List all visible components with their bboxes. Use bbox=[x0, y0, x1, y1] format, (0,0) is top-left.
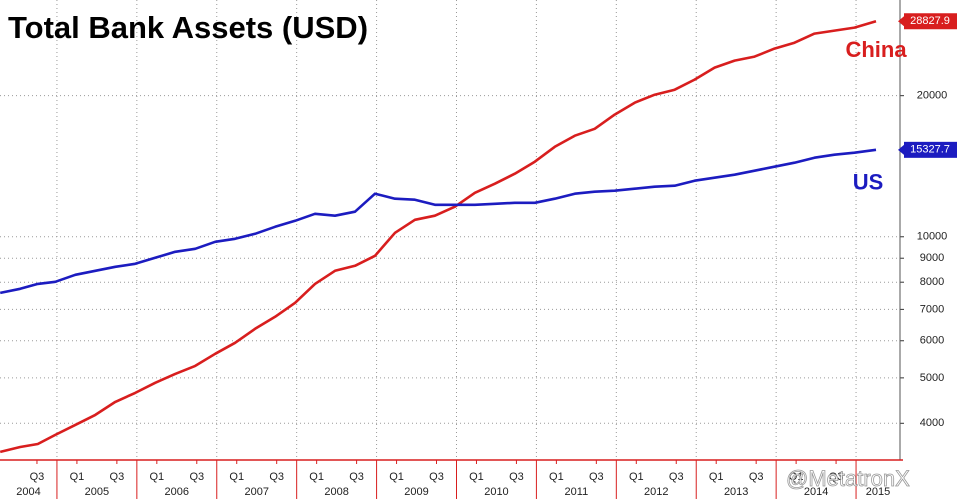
last-value-pointer bbox=[898, 144, 904, 155]
year-label: 2015 bbox=[866, 486, 890, 498]
x-tick-label: Q3 bbox=[829, 471, 844, 483]
year-label: 2013 bbox=[724, 486, 748, 498]
x-tick-label: Q3 bbox=[429, 471, 444, 483]
line-series bbox=[0, 148, 877, 295]
y-tick-label: 8000 bbox=[920, 276, 944, 288]
last-value-pointer bbox=[898, 16, 904, 27]
year-label: 2006 bbox=[165, 486, 189, 498]
x-tick-label: Q1 bbox=[549, 471, 564, 483]
x-tick-label: Q3 bbox=[110, 471, 125, 483]
line-series bbox=[0, 20, 877, 454]
series-label: US bbox=[853, 170, 884, 195]
x-tick-label: Q3 bbox=[269, 471, 284, 483]
y-tick-label: 4000 bbox=[920, 417, 944, 429]
year-label: 2014 bbox=[804, 486, 828, 498]
x-tick-label: Q3 bbox=[749, 471, 764, 483]
x-tick-label: Q1 bbox=[70, 471, 85, 483]
grid bbox=[0, 0, 904, 460]
x-tick-label: Q3 bbox=[349, 471, 364, 483]
x-tick-label: Q3 bbox=[30, 471, 45, 483]
x-tick-label: Q1 bbox=[389, 471, 404, 483]
y-tick-label: 20000 bbox=[917, 90, 948, 102]
y-tick-label: 7000 bbox=[920, 303, 944, 315]
x-tick-label: Q3 bbox=[189, 471, 204, 483]
year-label: 2008 bbox=[324, 486, 348, 498]
x-tick-label: Q1 bbox=[149, 471, 164, 483]
year-label: 2011 bbox=[565, 486, 589, 498]
x-tick-label: Q3 bbox=[669, 471, 684, 483]
last-value-label: 28827.9 bbox=[910, 15, 950, 27]
year-label: 2004 bbox=[16, 486, 40, 498]
x-tick-label: Q1 bbox=[709, 471, 724, 483]
plot bbox=[0, 20, 877, 454]
year-label: 2012 bbox=[644, 486, 668, 498]
year-label: 2009 bbox=[404, 486, 428, 498]
x-tick-label: Q1 bbox=[469, 471, 484, 483]
last-value-box bbox=[904, 141, 957, 158]
x-tick-label: Q1 bbox=[789, 471, 804, 483]
year-label: 2005 bbox=[85, 486, 109, 498]
watermark: @MetatronX bbox=[786, 466, 910, 491]
y-tick-label: 5000 bbox=[920, 372, 944, 384]
x-tick-label: Q3 bbox=[509, 471, 524, 483]
x-tick-label: Q1 bbox=[309, 471, 324, 483]
y-tick-label: 9000 bbox=[920, 252, 944, 264]
x-tick-label: Q1 bbox=[629, 471, 644, 483]
x-axis-band bbox=[0, 460, 903, 499]
y-tick-label: 10000 bbox=[917, 231, 948, 243]
x-tick-label: Q3 bbox=[589, 471, 604, 483]
last-value-label: 15327.7 bbox=[910, 144, 950, 156]
year-label: 2007 bbox=[244, 486, 268, 498]
year-label: 2010 bbox=[484, 486, 508, 498]
x-tick-label: Q1 bbox=[229, 471, 244, 483]
series-label: China bbox=[845, 37, 907, 62]
chart-title: Total Bank Assets (USD) bbox=[8, 10, 368, 45]
x-axis: 2004 2005 2006 2007 2008 2009 2010 2011 2012 2013… bbox=[0, 459, 903, 499]
y-tick-label: 6000 bbox=[920, 335, 944, 347]
last-value-box bbox=[904, 13, 957, 30]
labels: 4000 5000 6000 7000 8000 9000 10000 20000 28827.… bbox=[845, 13, 957, 429]
